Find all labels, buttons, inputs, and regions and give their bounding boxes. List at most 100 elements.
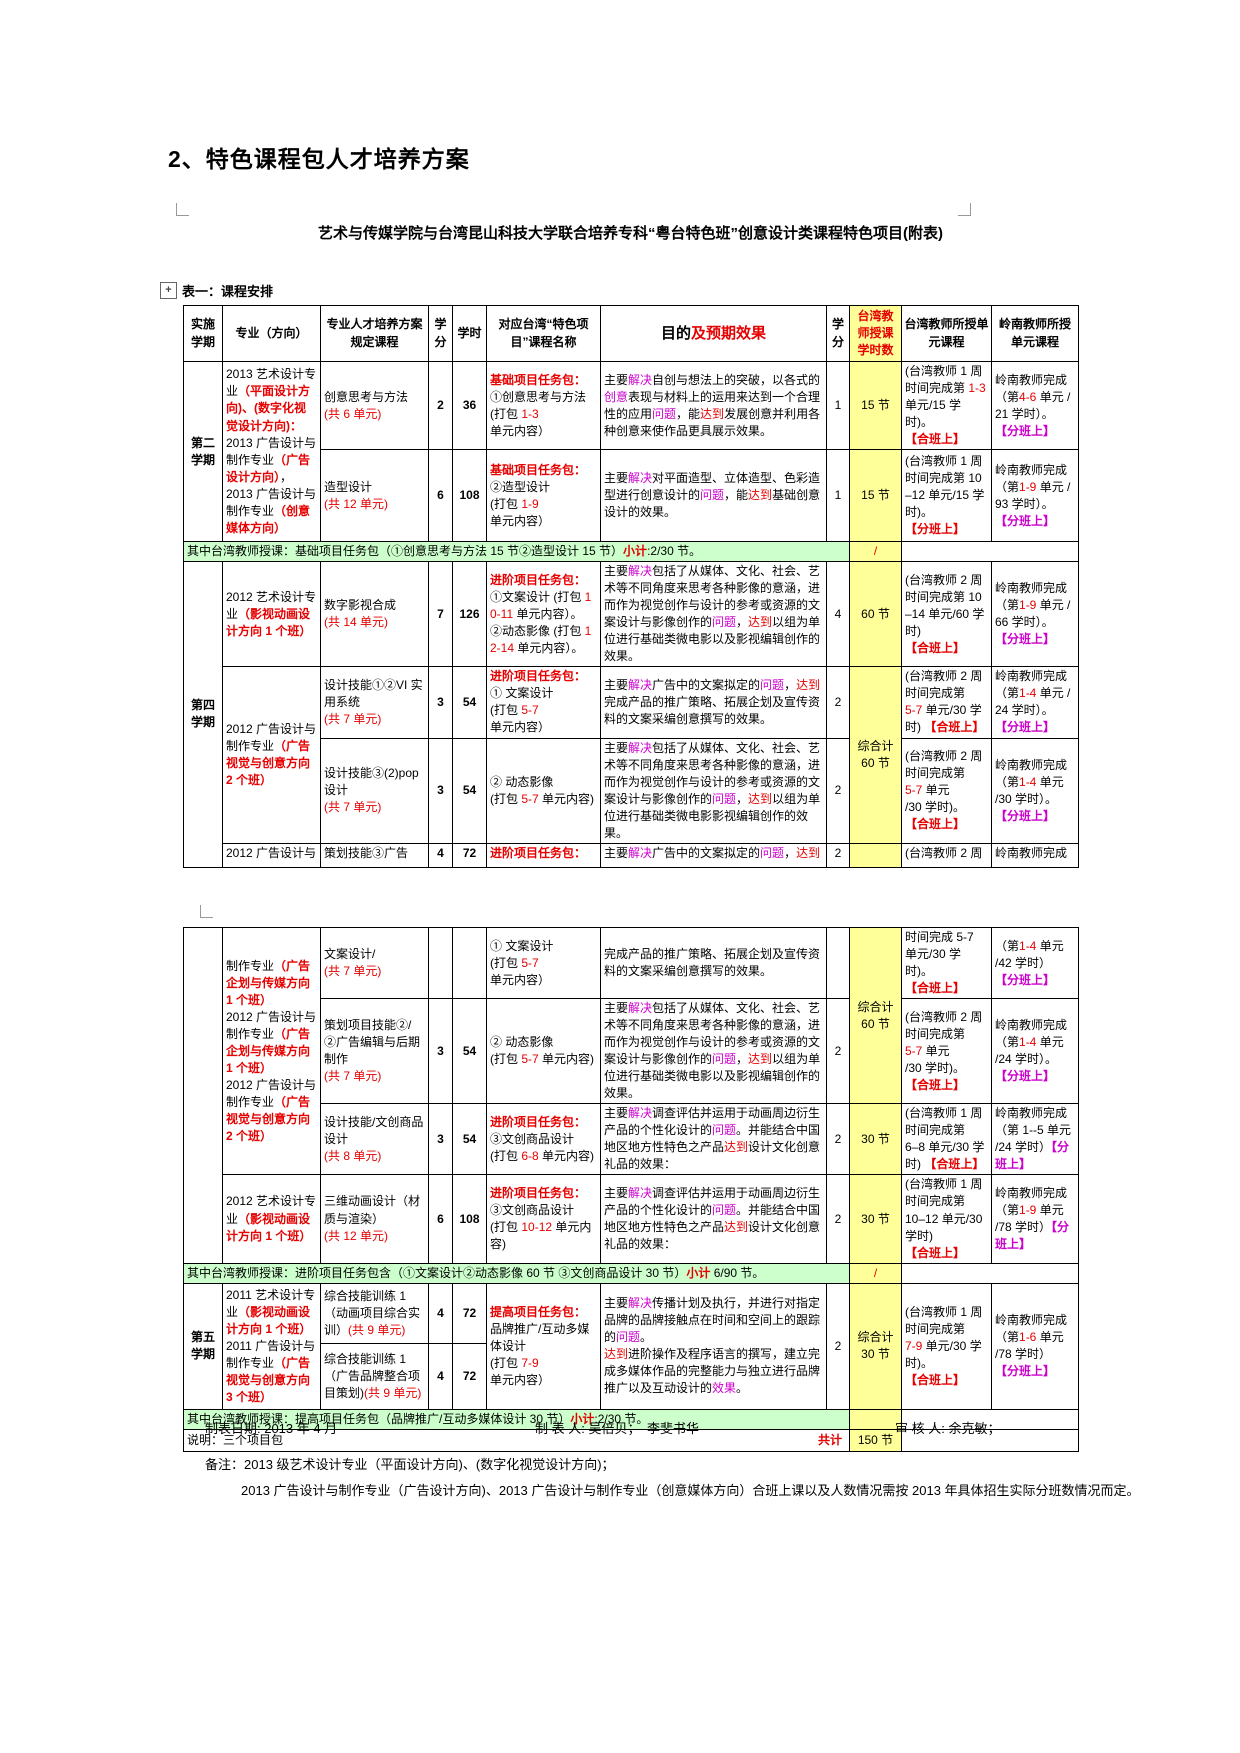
text-segment: 4: [437, 1368, 444, 1383]
table-cell: 岭南教师完成（第1-9 单元 /66 学时）。 【分班上】: [991, 561, 1079, 668]
text-segment: ③文创商品设计: [490, 1202, 575, 1217]
table-cell: 2012 广告设计与制作专业（广告视觉与创意方向 2 个班）: [222, 666, 321, 844]
text-segment: 1: [834, 488, 842, 503]
text-segment: 数字影视合成: [324, 598, 397, 613]
text-segment: 第五学期: [190, 1330, 215, 1362]
text-segment: 单元: [1036, 1035, 1064, 1050]
text-segment: 单元内容）: [490, 972, 551, 987]
text-segment: 三维动画设计（材质与渲染）: [324, 1194, 421, 1226]
table-cell: 共计 说明：三个项目包: [183, 1428, 850, 1452]
text-segment: 共计: [817, 1432, 842, 1447]
table-cell: [901, 1408, 1079, 1430]
text-segment: (打包: [490, 1052, 522, 1067]
text-segment: 解决: [628, 564, 653, 579]
text-segment: 6–8 单元/30 学时): [905, 1140, 985, 1172]
text-segment: 包括了从媒体、文化、社会、艺术等不同角度来思考各种影像的意涵，进而作为视觉创作与…: [604, 740, 821, 806]
table-cell: 岭南教师完成（第1-9 单元 /93 学时）。 【分班上】: [991, 449, 1079, 543]
text-segment: 54: [462, 783, 477, 798]
text-segment: 策划技能③广告: [324, 845, 409, 860]
text-segment: 3: [437, 1043, 444, 1058]
text-segment: 策划项目技能②/: [324, 1018, 412, 1033]
text-segment: 主要: [604, 740, 629, 755]
text-segment: 其中台湾教师授课：进阶项目任务包含（①文案设计②动态影像 60 节 ③文创商品设…: [187, 1265, 687, 1280]
table-cell: 第四学期: [183, 561, 223, 868]
table-cell: 主要解决包括了从媒体、文化、社会、艺术等不同角度来思考各种影像的意涵，进而作为视…: [600, 561, 827, 668]
table-cell: 其中台湾教师授课：提高项目任务包（品牌推广/互动多媒体设计 30 节）小计:2/…: [183, 1408, 850, 1430]
table-cell: 1: [826, 360, 850, 451]
text-segment: 单元内容）: [490, 720, 551, 735]
text-segment: 1: [834, 398, 842, 413]
text-segment: 2: [834, 1043, 842, 1058]
text-segment: 10-12: [521, 1220, 553, 1235]
column-header: 台湾教师授课学时数: [849, 305, 902, 362]
text-segment: (共 7 单元): [324, 711, 382, 726]
text-segment: /30 学时）。: [995, 791, 1058, 806]
table-cell: 第五学期: [183, 1282, 223, 1410]
table-cell: 4: [428, 1342, 453, 1410]
text-segment: /24 学时）: [995, 1140, 1052, 1155]
text-segment: 达到: [796, 845, 821, 860]
text-segment: 2011 艺术设计专业: [226, 1287, 316, 1319]
text-segment: (打包: [490, 406, 522, 421]
text-segment: (打包: [490, 791, 522, 806]
table-cell: 2012 广告设计与: [222, 842, 321, 868]
text-segment: ，: [280, 469, 293, 484]
text-segment: 【分班上】: [995, 423, 1056, 438]
text-segment: 品牌推广/互动多媒体设计: [490, 1321, 590, 1353]
text-segment: 包括了从媒体、文化、社会、艺术等不同角度来思考各种影像的意涵，进而作为视觉创作与…: [604, 564, 821, 630]
text-segment: （广告设计方向）: [226, 452, 311, 484]
text-segment: 达到: [724, 1220, 749, 1235]
text-segment: 时间完成 5-7 单元/30 学时)。: [905, 930, 974, 979]
table-cell: 108: [452, 449, 487, 543]
text-segment: (共 7 单元): [324, 800, 382, 815]
text-segment: 台湾教师所授单元课程: [904, 317, 989, 349]
text-segment: 7-9: [905, 1338, 923, 1353]
clipped-cell-content: 2012 广告设计与: [226, 845, 317, 865]
text-segment: 3: [437, 1131, 444, 1146]
text-segment: /24 学时）。: [995, 1052, 1058, 1067]
text-segment: 1-4: [1019, 938, 1037, 953]
text-segment: 岭南教师完成（第: [995, 372, 1068, 404]
text-segment: ① 文案设计: [490, 686, 554, 701]
table-cell: 时间完成 5-7 单元/30 学时)。 【合班上】: [901, 926, 992, 1000]
table-move-handle-icon[interactable]: +: [160, 282, 177, 299]
text-segment: 【分班上】: [995, 972, 1056, 987]
text-segment: 自创与想法上的突破，以各式的: [652, 372, 821, 387]
text-segment: 综合计: [857, 739, 894, 753]
table-cell: 2: [826, 1103, 850, 1176]
text-segment: 5-7: [905, 783, 923, 798]
text-segment: 54: [462, 1043, 477, 1058]
text-segment: 1-4: [1019, 686, 1037, 701]
text-segment: 问题: [616, 1330, 641, 1345]
text-segment: 2012 广告设计与制作专业: [226, 721, 317, 753]
table-cell: [183, 927, 223, 1264]
text-segment: /78 学时）: [995, 1220, 1052, 1235]
text-segment: 达到: [748, 488, 773, 503]
clipped-cell-content: 策划技能③广告: [324, 845, 425, 865]
table-cell: 岭南教师完成: [991, 842, 1079, 868]
table-footer-line: 制表日期: 2013 年 4 月 制 表 人: 吴倍贝； 李斐书华 审 核 人:…: [183, 1418, 1078, 1438]
text-segment: 72: [462, 1368, 477, 1383]
text-segment: 【分班上】: [995, 1069, 1056, 1084]
text-segment: (台湾教师 1 周时间完成第: [905, 1177, 983, 1209]
column-header: 学分: [428, 305, 453, 362]
table-cell: 综合计 60 节: [849, 926, 902, 1105]
text-segment: 学时: [457, 325, 482, 340]
table-cell: 其中台湾教师授课：进阶项目任务包含（①文案设计②动态影像 60 节 ③文创商品设…: [183, 1262, 850, 1284]
text-segment: 解决: [628, 372, 653, 387]
text-segment: 单元内容): [490, 1220, 592, 1252]
margin-mark: [200, 905, 213, 918]
text-segment: ① 文案设计: [490, 938, 554, 953]
text-segment: 小计: [623, 544, 648, 559]
text-segment: 调查评估并运用于动画周边衍生产品的个性化设计的: [604, 1106, 821, 1138]
table-cell: 2: [826, 998, 850, 1105]
text-segment: (台湾教师 2 周时间完成第: [905, 1009, 983, 1041]
table-cell: (台湾教师 1 周时间完成第 10–12 单元/15 学时)。 【分班上】: [901, 449, 992, 543]
margin-mark: [176, 203, 189, 216]
column-header: 实施学期: [183, 305, 223, 362]
text-segment: 单元/30 学时)。: [905, 1338, 982, 1370]
text-segment: 5-7: [521, 955, 539, 970]
column-header: 岭南教师所授单元课程: [991, 305, 1079, 362]
text-segment: 学分: [831, 317, 844, 349]
table-cell: (台湾教师 1 周时间完成第 6–8 单元/30 学时) 【合班上】: [901, 1103, 992, 1176]
